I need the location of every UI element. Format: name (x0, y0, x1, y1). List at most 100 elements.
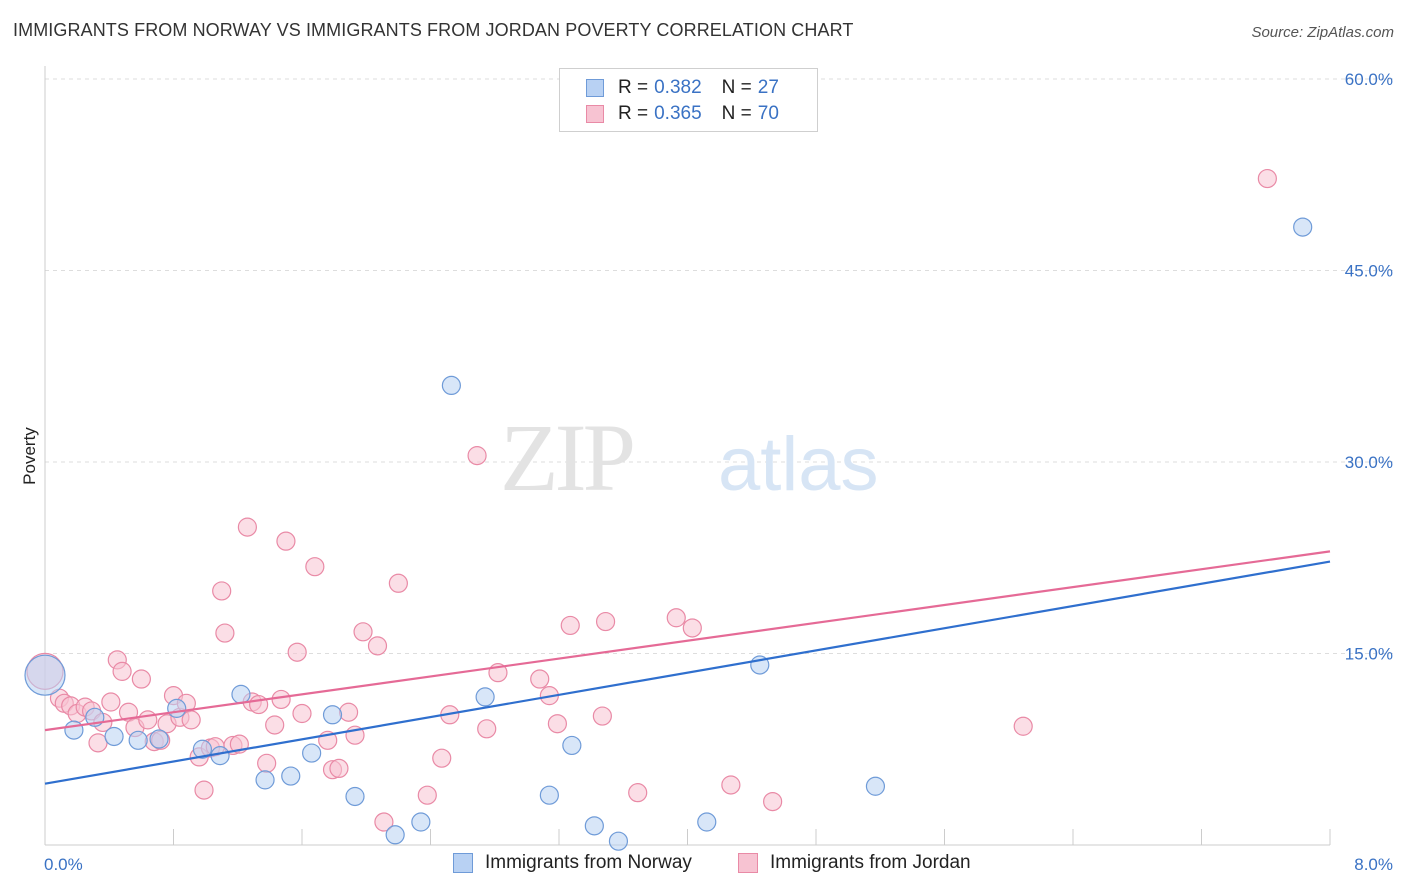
norway-point (302, 743, 322, 763)
norway-point (1293, 217, 1313, 237)
norway-point (475, 687, 495, 707)
jordan-point (1013, 716, 1033, 736)
norway-point (104, 726, 124, 747)
norway-point (255, 770, 275, 790)
jordan-point (276, 531, 296, 551)
jordan-point (237, 517, 257, 537)
jordan-point (530, 669, 550, 689)
r-label: R = (618, 77, 649, 98)
norway-trend-line (44, 560, 1331, 785)
jordan-point (257, 753, 277, 773)
jordan-points (26, 168, 1277, 832)
norway-legend-label: Immigrants from Norway (485, 852, 692, 873)
jordan-point (628, 783, 648, 803)
jordan-point (721, 775, 741, 795)
jordan-point (215, 623, 235, 643)
norway-point (584, 816, 604, 836)
r-label: R = (618, 103, 649, 124)
norway-point (24, 654, 66, 696)
jordan-point (417, 785, 437, 805)
watermark-atlas: atlas (718, 422, 879, 507)
norway-point (441, 375, 461, 395)
jordan-legend-label: Immigrants from Jordan (770, 852, 971, 873)
y-axis-label: Poverty (20, 427, 39, 485)
gridlines (45, 78, 1393, 654)
jordan-point (763, 791, 783, 812)
jordan-r-value: 0.365 (654, 103, 702, 124)
norway-point (411, 812, 431, 832)
legend-row-norway: R = 0.382 N = 27 (586, 76, 779, 100)
jordan-point (666, 608, 686, 628)
watermark-zip: ZIP (500, 404, 633, 511)
norway-point (539, 785, 559, 805)
jordan-point (138, 710, 158, 730)
y-tick-label: 45.0% (1345, 262, 1393, 281)
jordan-point (338, 702, 359, 722)
bottom-legend-norway: Immigrants from Norway (453, 852, 692, 874)
norway-point (281, 766, 301, 786)
jordan-point (212, 581, 232, 601)
jordan-point (592, 706, 612, 726)
jordan-point (101, 692, 121, 712)
y-tick-label: 60.0% (1345, 70, 1393, 89)
norway-point (608, 831, 629, 851)
bottom-legend-jordan: Immigrants from Jordan (738, 852, 971, 874)
jordan-trend-line (44, 550, 1331, 732)
norway-point (345, 786, 365, 807)
n-label: N = (721, 77, 752, 98)
jordan-point (374, 812, 394, 832)
jordan-point (467, 446, 487, 466)
jordan-point (595, 611, 616, 632)
trend-lines (44, 550, 1331, 785)
jordan-point (88, 733, 108, 753)
jordan-point (560, 615, 580, 636)
jordan-swatch (586, 105, 604, 123)
watermark: ZIP atlas (500, 404, 879, 511)
norway-point (385, 825, 405, 845)
norway-r-value: 0.382 (654, 77, 702, 98)
norway-points (24, 217, 1313, 851)
jordan-point (477, 719, 497, 739)
norway-n-value: 27 (757, 77, 779, 98)
y-tick-label: 15.0% (1345, 645, 1393, 664)
jordan-point (367, 636, 388, 656)
norway-point (64, 720, 84, 740)
norway-point (149, 729, 169, 749)
jordan-point (271, 689, 291, 710)
jordan-point (547, 714, 567, 734)
jordan-point (432, 748, 452, 768)
jordan-point (131, 669, 151, 689)
jordan-point (388, 573, 408, 593)
norway-point (128, 730, 148, 750)
y-tick-label: 30.0% (1345, 453, 1393, 472)
jordan-point (265, 715, 285, 735)
n-label: N = (721, 103, 752, 124)
legend-row-jordan: R = 0.365 N = 70 (586, 102, 779, 126)
norway-point (562, 735, 582, 756)
norway-point (322, 705, 343, 725)
norway-point (865, 776, 886, 796)
jordan-point (292, 703, 312, 724)
jordan-point (287, 642, 307, 662)
jordan-point (112, 661, 132, 681)
jordan-point (305, 557, 325, 577)
chart-title: IMMIGRANTS FROM NORWAY VS IMMIGRANTS FRO… (13, 20, 854, 40)
jordan-n-value: 70 (757, 103, 779, 124)
jordan-point (353, 622, 373, 642)
norway-legend-swatch (453, 853, 473, 873)
correlation-legend: R = 0.382 N = 27 R = 0.365 N = 70 (559, 68, 818, 132)
jordan-point (1257, 168, 1277, 189)
norway-swatch (586, 79, 604, 97)
x-tick-max: 8.0% (1354, 855, 1393, 874)
source-label: Source: ZipAtlas.com (1251, 24, 1394, 41)
jordan-point (682, 618, 702, 638)
jordan-point (329, 758, 349, 779)
jordan-point (181, 710, 201, 730)
jordan-point (194, 780, 214, 800)
norway-point (192, 739, 213, 759)
norway-point (167, 698, 187, 718)
jordan-legend-swatch (738, 853, 758, 873)
jordan-point (249, 694, 269, 715)
axes (44, 66, 1331, 846)
